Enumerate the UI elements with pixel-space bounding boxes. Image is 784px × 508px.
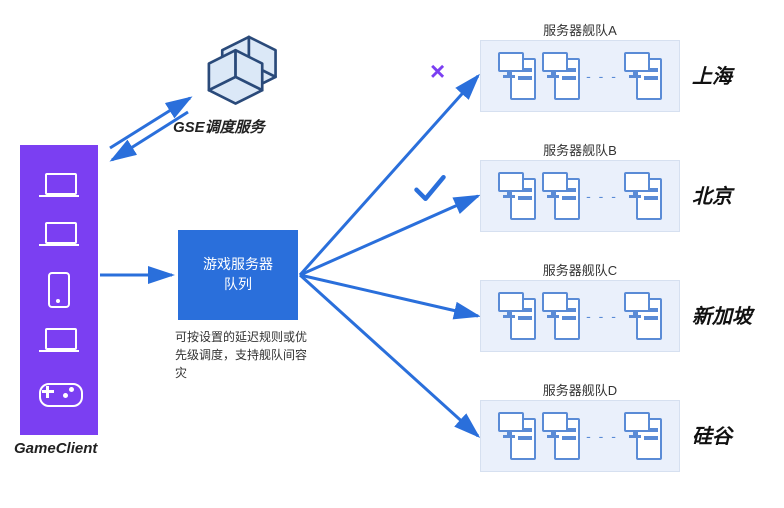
server-icon	[624, 172, 662, 220]
cross-mark: ×	[430, 56, 445, 87]
gamepad-icon	[39, 377, 79, 407]
fleet-title: 服务器舰队D	[480, 380, 680, 399]
region-label: 北京	[692, 180, 780, 209]
fleet-box-b: - - -	[480, 160, 680, 232]
gse-label: GSE调度服务	[173, 116, 265, 137]
gameclient-label: GameClient	[14, 440, 97, 457]
queue-description: 可按设置的延迟规则或优先级调度，支持舰队间容灾	[175, 328, 307, 382]
server-icon	[624, 412, 662, 460]
server-icon	[624, 292, 662, 340]
region-label: 上海	[692, 60, 780, 89]
server-icon	[542, 172, 580, 220]
fleet-title: 服务器舰队A	[480, 20, 680, 39]
check-mark	[412, 170, 448, 206]
laptop-icon	[39, 328, 79, 358]
ellipsis-icon: - - -	[586, 428, 618, 444]
ellipsis-icon: - - -	[586, 68, 618, 84]
region-label: 新加坡	[692, 300, 780, 329]
server-icon	[542, 52, 580, 100]
server-icon	[624, 52, 662, 100]
queue-box: 游戏服务器队列	[178, 230, 298, 320]
laptop-icon	[39, 222, 79, 252]
laptop-icon	[39, 173, 79, 203]
fleet-box-a: - - -	[480, 40, 680, 112]
server-icon	[498, 412, 536, 460]
gse-cube-icon	[195, 28, 285, 108]
ellipsis-icon: - - -	[586, 308, 618, 324]
fleet-title: 服务器舰队C	[480, 260, 680, 279]
fleet-box-d: - - -	[480, 400, 680, 472]
phone-icon	[48, 272, 70, 308]
fleet-title: 服务器舰队B	[480, 140, 680, 159]
server-icon	[542, 412, 580, 460]
fleet-box-c: - - -	[480, 280, 680, 352]
server-icon	[498, 292, 536, 340]
ellipsis-icon: - - -	[586, 188, 618, 204]
server-icon	[498, 52, 536, 100]
gameclient-panel	[20, 145, 98, 435]
server-icon	[542, 292, 580, 340]
server-icon	[498, 172, 536, 220]
queue-title: 游戏服务器队列	[203, 255, 273, 294]
region-label: 硅谷	[692, 420, 780, 449]
